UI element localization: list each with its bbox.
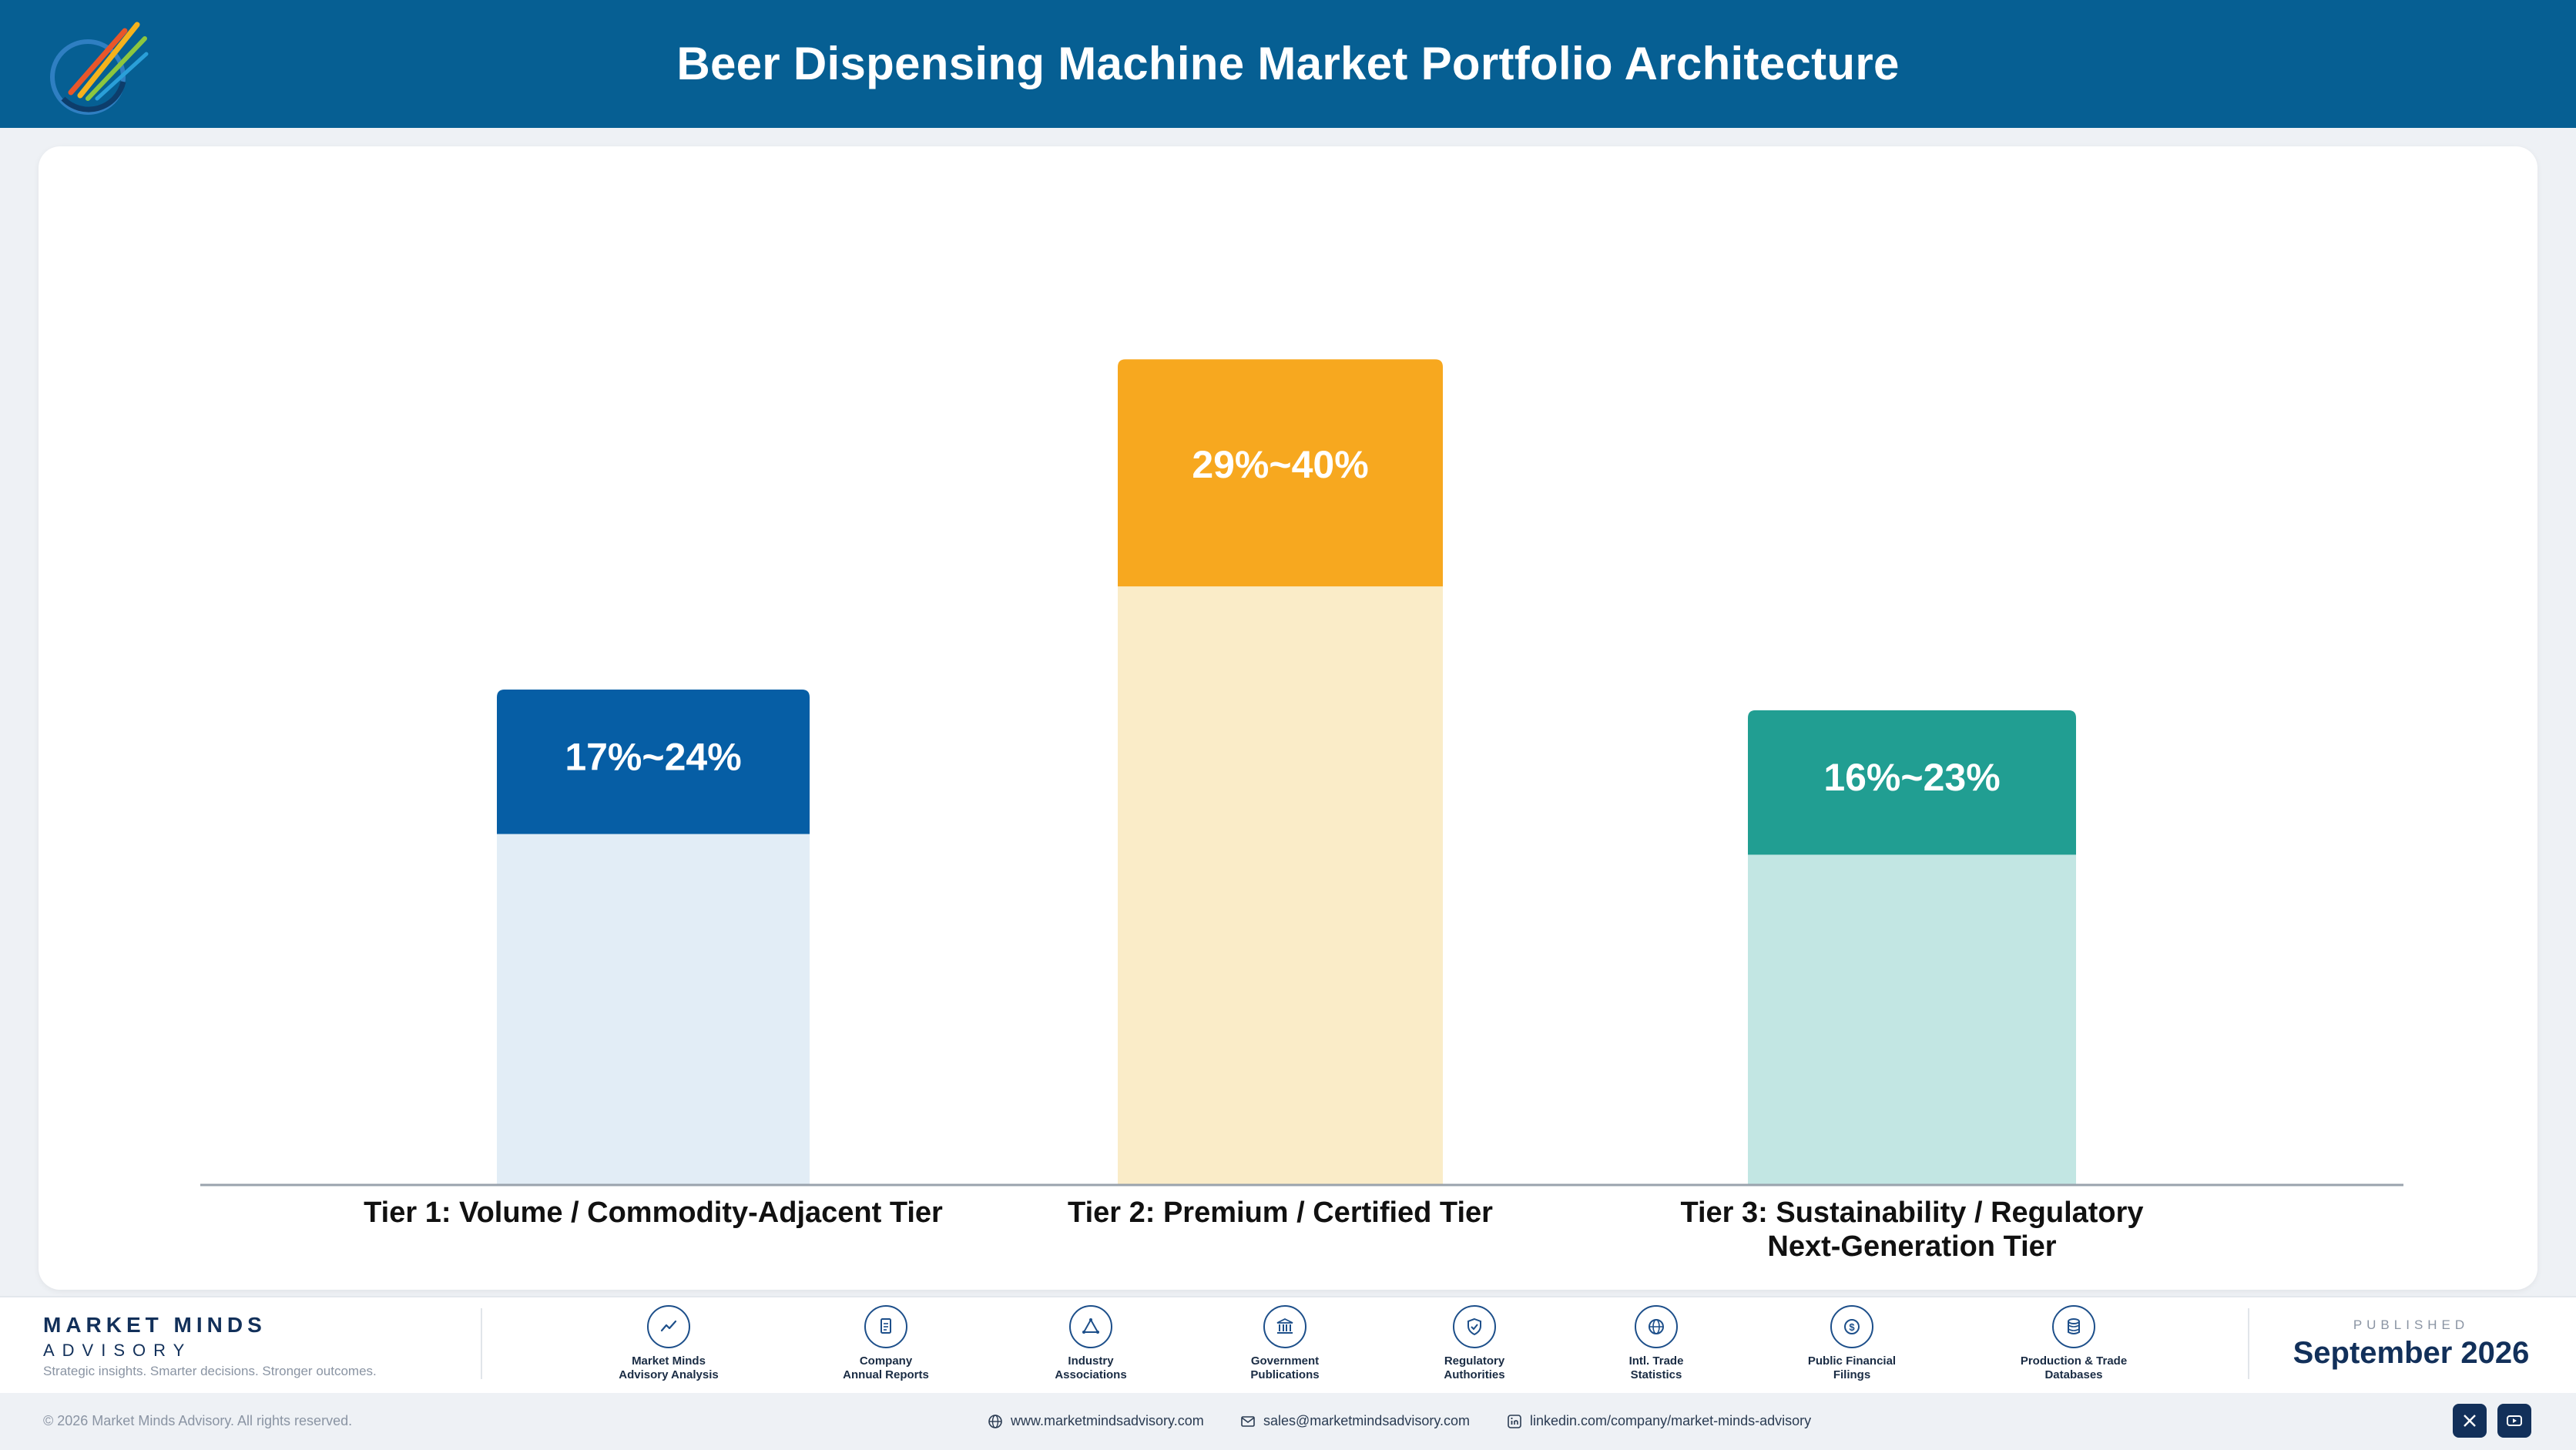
footer-divider [2248, 1308, 2249, 1379]
source-item: Company Annual Reports [813, 1305, 959, 1382]
source-label: Company Annual Reports [843, 1354, 929, 1381]
copyright: © 2026 Market Minds Advisory. All rights… [43, 1413, 353, 1428]
published-date: September 2026 [2293, 1336, 2530, 1370]
network-icon [1082, 1317, 1099, 1334]
source-icon-circle [2052, 1305, 2095, 1348]
database-icon [2068, 1318, 2080, 1334]
source-item: Industry Associations [1018, 1305, 1164, 1382]
website-text: www.marketmindsadvisory.com [1011, 1413, 1204, 1428]
email-link[interactable]: sales@marketmindsadvisory.com [1240, 1413, 1470, 1429]
category-label: Next-Generation Tier [1767, 1230, 2056, 1263]
x-icon [2464, 1415, 2476, 1427]
footer: MARKET MINDS ADVISORY Strategic insights… [0, 1296, 2576, 1395]
source-icon-circle [864, 1305, 907, 1348]
email-text: sales@marketmindsadvisory.com [1263, 1413, 1471, 1428]
source-item: $ Public Financial Filings [1779, 1305, 1925, 1382]
category-label: Tier 3: Sustainability / Regulatory [1680, 1197, 2143, 1229]
source-icon-circle [1635, 1305, 1678, 1348]
bar-value-label: 29%~40% [1192, 443, 1368, 486]
government-building-icon [1276, 1317, 1293, 1334]
globe-icon [1649, 1319, 1664, 1334]
brand-name: MARKET MINDS [43, 1313, 267, 1337]
youtube-icon [2507, 1415, 2522, 1426]
source-label: Regulatory Authorities [1444, 1354, 1505, 1381]
mail-icon [1241, 1415, 1255, 1427]
source-icon-circle [1453, 1305, 1496, 1348]
brand-sub: ADVISORY [43, 1341, 193, 1360]
x-social-button[interactable] [2453, 1404, 2487, 1438]
source-icon-circle [1263, 1305, 1306, 1348]
footer-divider [481, 1308, 482, 1379]
youtube-social-button[interactable] [2497, 1404, 2531, 1438]
company-logo [50, 22, 149, 115]
source-item: Intl. Trade Statistics [1583, 1305, 1729, 1382]
bar-base [1118, 586, 1443, 1185]
source-label: Intl. Trade Statistics [1628, 1354, 1684, 1381]
source-label: Public Financial Filings [1807, 1354, 1897, 1381]
source-item: Market Minds Advisory Analysis [595, 1305, 742, 1382]
header-bar: Beer Dispensing Machine Market Portfolio… [0, 0, 2576, 128]
source-label: Government Publications [1250, 1354, 1320, 1381]
page-title: Beer Dispensing Machine Market Portfolio… [676, 38, 1900, 89]
bar-base [497, 834, 810, 1185]
category-label: Tier 1: Volume / Commodity-Adjacent Tier [364, 1197, 943, 1229]
source-item: Production & Trade Databases [2001, 1305, 2147, 1382]
trend-line-icon [660, 1320, 677, 1332]
linkedin-icon [1508, 1414, 1521, 1428]
source-label: Market Minds Advisory Analysis [619, 1354, 719, 1381]
source-label: Production & Trade Databases [2020, 1354, 2128, 1381]
category-label: Tier 2: Premium / Certified Tier [1068, 1197, 1493, 1229]
bar-value-label: 16%~23% [1823, 756, 2000, 799]
bar-range [1118, 359, 1443, 587]
bar-value-label: 17%~24% [565, 735, 741, 778]
bottom-bar: © 2026 Market Minds Advisory. All rights… [0, 1393, 2576, 1450]
source-icon-circle [647, 1305, 690, 1348]
bar-range [1748, 710, 2076, 855]
published-label: PUBLISHED [2353, 1317, 2470, 1332]
linkedin-link[interactable]: linkedin.com/company/market-minds-adviso… [1507, 1413, 1811, 1429]
website-link[interactable]: www.marketmindsadvisory.com [988, 1413, 1204, 1429]
document-icon [880, 1318, 891, 1334]
source-icon-circle: $ [1830, 1305, 1873, 1348]
globe-icon [988, 1414, 1002, 1428]
brand-tagline: Strategic insights. Smarter decisions. S… [43, 1364, 377, 1378]
bar-base [1748, 854, 2076, 1185]
svg-text:$: $ [1849, 1321, 1855, 1333]
linkedin-text: linkedin.com/company/market-minds-adviso… [1530, 1413, 1812, 1428]
source-label: Industry Associations [1055, 1354, 1127, 1381]
source-icon-circle [1069, 1305, 1112, 1348]
shield-check-icon [1467, 1317, 1481, 1336]
dollar-coin-icon: $ [1844, 1319, 1860, 1334]
source-item: Regulatory Authorities [1401, 1305, 1548, 1382]
bar-chart: 17%~24% Tier 1: Volume / Commodity-Adjace… [200, 359, 2403, 1263]
source-item: Government Publications [1212, 1305, 1358, 1382]
bar-range [497, 690, 810, 834]
